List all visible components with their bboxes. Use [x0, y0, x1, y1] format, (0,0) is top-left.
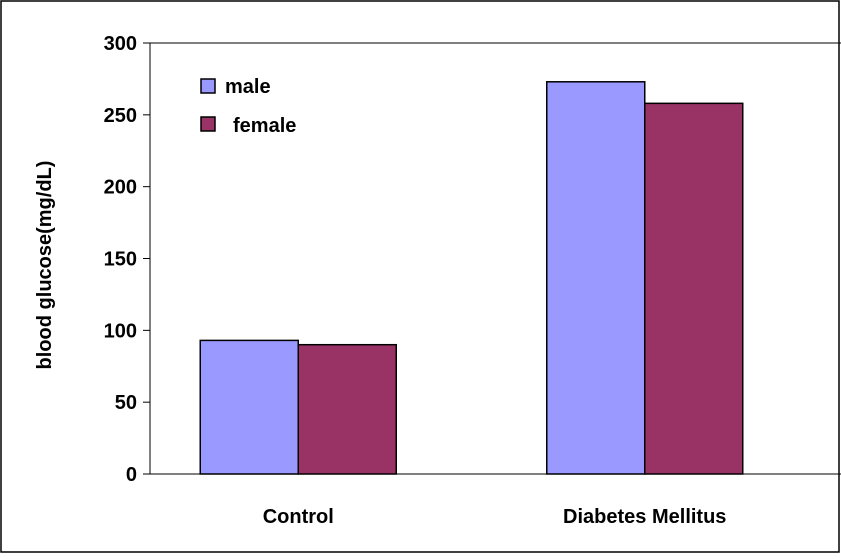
- bar-series-group: [199, 81, 744, 475]
- bar-male-diabetes-mellitus: [546, 81, 646, 475]
- y-tick-label: 150: [104, 249, 137, 271]
- y-tick-label: 50: [115, 392, 137, 414]
- x-category-label: Control: [263, 506, 334, 528]
- legend-label-male: male: [225, 76, 271, 98]
- y-tick-label: 300: [104, 33, 137, 55]
- x-category-label: Diabetes Mellitus: [563, 506, 726, 528]
- y-tick-label: 0: [126, 464, 137, 486]
- y-tick-label: 100: [104, 320, 137, 342]
- y-axis: 0 50 100 150 200 250 300: [104, 33, 150, 486]
- bar-female-diabetes-mellitus: [644, 102, 744, 475]
- y-tick-label: 200: [104, 177, 137, 199]
- legend-label-female: female: [233, 115, 296, 137]
- legend: male female: [200, 76, 296, 137]
- x-axis: Control Diabetes Mellitus: [263, 506, 727, 528]
- legend-swatch-male: [200, 78, 216, 94]
- bar-male-control: [199, 339, 299, 475]
- bar-female-control: [297, 343, 397, 475]
- y-axis-title: blood glucose(mg/dL): [34, 161, 56, 370]
- y-tick-label: 250: [104, 105, 137, 127]
- legend-swatch-female: [200, 116, 216, 132]
